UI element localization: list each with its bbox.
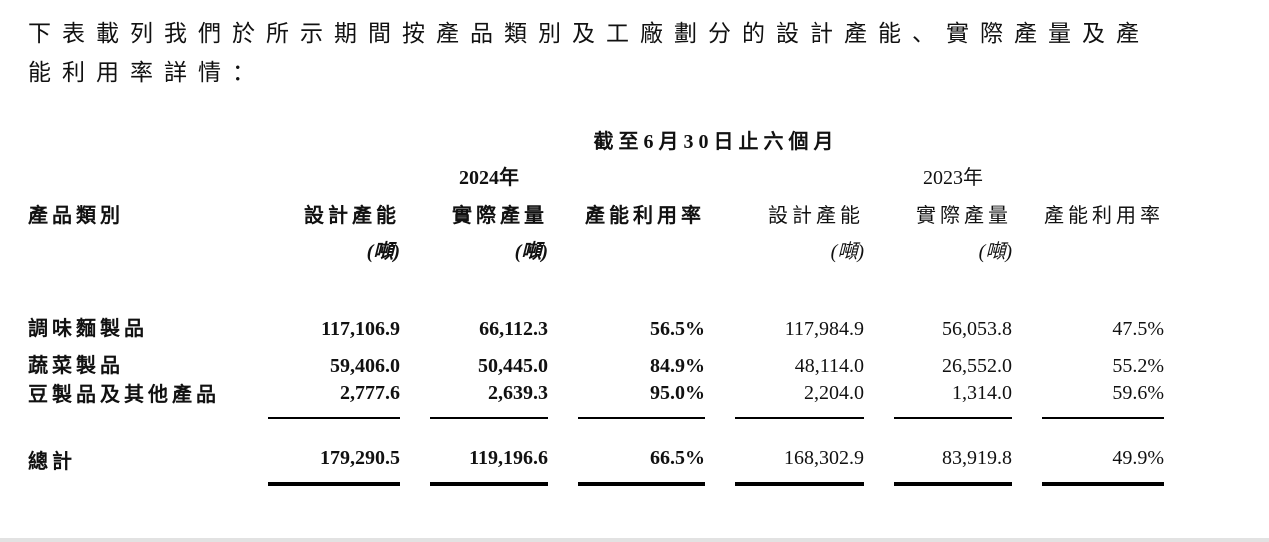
table-row-total: 總計 179,290.5 119,196.6 66.5% 168,302.9 8… [28, 445, 1164, 486]
design-capacity-2024: 59,406.0 [330, 355, 400, 377]
design-capacity-2023: 48,114.0 [794, 355, 864, 377]
unit-tonnes-actual-2024: (噸) [514, 241, 548, 263]
total-design-capacity-2023: 168,302.9 [735, 447, 864, 486]
utilization-2023: 55.2% [1112, 355, 1164, 377]
actual-output-2024: 2,639.3 [430, 382, 548, 419]
col-header-utilization-2024: 產能利用率 [585, 205, 705, 227]
col-header-product-category: 產品類別 [28, 205, 124, 227]
total-actual-output-2023: 83,919.8 [894, 447, 1012, 486]
total-label: 總計 [28, 451, 76, 473]
unit-tonnes-actual-2023: (噸) [978, 241, 1012, 263]
total-design-capacity-2024: 179,290.5 [268, 447, 400, 486]
page-bottom-edge [0, 538, 1269, 542]
design-capacity-2024: 117,106.9 [321, 318, 400, 340]
product-name: 蔬菜製品 [28, 355, 124, 377]
capacity-table: 截至6月30日止六個月 2024年 2023年 產品類別 設計產能 實際產量 產… [28, 118, 1164, 486]
year-2023-header: 2023年 [923, 167, 983, 189]
unit-tonnes-design-2023: (噸) [830, 241, 864, 263]
utilization-2024: 56.5% [650, 318, 705, 340]
period-header: 截至6月30日止六個月 [593, 131, 839, 153]
design-capacity-2023: 117,984.9 [784, 318, 864, 340]
unit-tonnes-design-2024: (噸) [366, 241, 400, 263]
actual-output-2024: 50,445.0 [478, 355, 548, 377]
col-header-design-capacity-2024: 設計產能 [304, 205, 400, 227]
year-header-row: 2024年 2023年 [28, 154, 1164, 190]
intro-line-1: 下表載列我們於所示期間按產品類別及工廠劃分的設計產能、實際產量及產 [28, 21, 1150, 46]
table-row-bean-and-other-products: 豆製品及其他產品 2,777.6 2,639.3 95.0% 2,204.0 1… [28, 378, 1164, 419]
product-name: 調味麵製品 [28, 318, 148, 340]
total-utilization-2023: 49.9% [1042, 447, 1164, 486]
total-actual-output-2024: 119,196.6 [430, 447, 548, 486]
col-header-design-capacity-2023: 設計產能 [768, 205, 864, 227]
actual-output-2023: 1,314.0 [894, 382, 1012, 419]
col-header-actual-output-2023: 實際產量 [916, 205, 1012, 227]
period-header-row: 截至6月30日止六個月 [28, 118, 1164, 154]
utilization-2024: 95.0% [578, 382, 705, 419]
utilization-2024: 84.9% [650, 355, 705, 377]
actual-output-2024: 66,112.3 [479, 318, 548, 340]
year-2024-header: 2024年 [459, 167, 519, 189]
table-body: 調味麵製品 117,106.9 66,112.3 56.5% 117,984.9… [28, 304, 1164, 486]
intro-paragraph: 下表載列我們於所示期間按產品類別及工廠劃分的設計產能、實際產量及產 能利用率詳情： [28, 14, 1239, 92]
table-row-seasoned-flour-products: 調味麵製品 117,106.9 66,112.3 56.5% 117,984.9… [28, 304, 1164, 341]
unit-row: (噸) (噸) (噸) (噸) [28, 228, 1164, 264]
intro-line-2: 能利用率詳情： [28, 60, 266, 85]
column-header-row: 產品類別 設計產能 實際產量 產能利用率 設計產能 實際產量 產能利用率 [28, 190, 1164, 228]
actual-output-2023: 26,552.0 [942, 355, 1012, 377]
total-utilization-2024: 66.5% [578, 447, 705, 486]
utilization-2023: 59.6% [1042, 382, 1164, 419]
col-header-actual-output-2024: 實際產量 [452, 205, 548, 227]
utilization-2023: 47.5% [1112, 318, 1164, 340]
design-capacity-2024: 2,777.6 [268, 382, 400, 419]
table-row-vegetable-products: 蔬菜製品 59,406.0 50,445.0 84.9% 48,114.0 26… [28, 341, 1164, 378]
product-name: 豆製品及其他產品 [28, 384, 220, 406]
design-capacity-2023: 2,204.0 [735, 382, 864, 419]
actual-output-2023: 56,053.8 [942, 318, 1012, 340]
col-header-utilization-2023: 產能利用率 [1044, 205, 1164, 227]
